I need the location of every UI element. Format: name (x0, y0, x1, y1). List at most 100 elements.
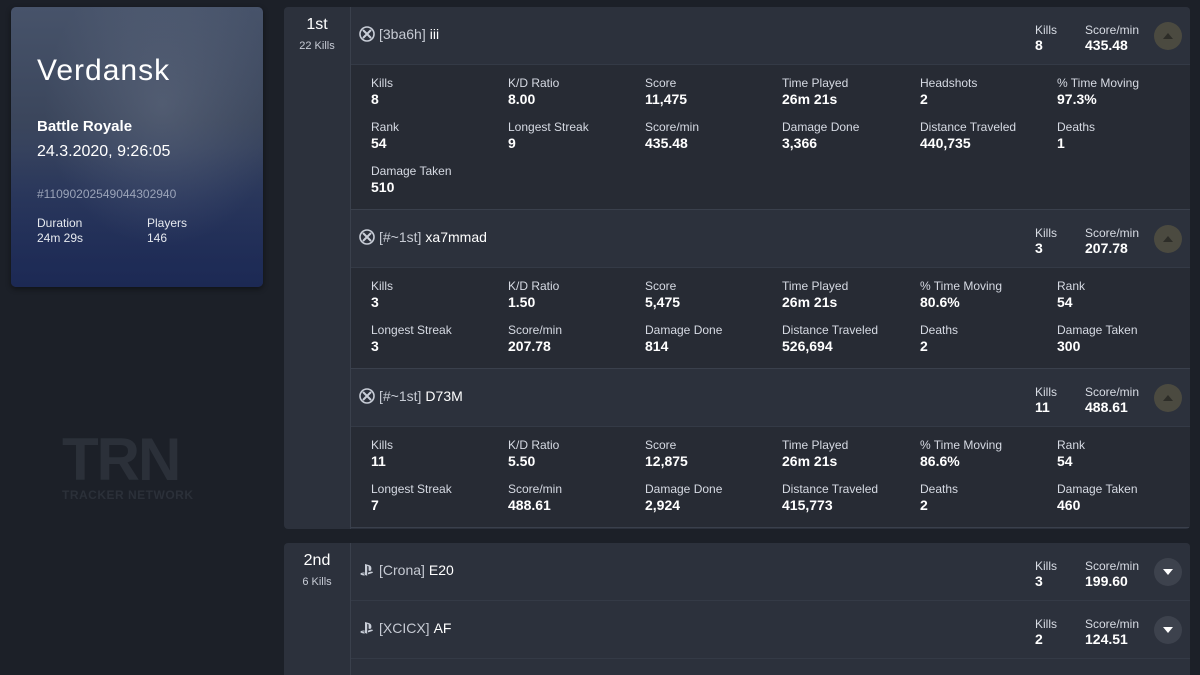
players-value: 146 (147, 231, 168, 245)
stat-value: 2 (920, 91, 928, 107)
stat-value: 97.3% (1057, 91, 1097, 107)
stat-value: 54 (1057, 453, 1073, 469)
stat-label: Time Played (782, 76, 849, 90)
score-min-value: 199.60 (1085, 573, 1128, 589)
player-name[interactable]: [3ba6h] iii (359, 26, 439, 42)
expand-button[interactable] (1154, 616, 1182, 644)
score-min-label: Score/min (1085, 617, 1140, 631)
kills-value: 11 (1035, 399, 1050, 415)
stat-k-d-ratio: K/D Ratio 1.50 (508, 279, 559, 310)
kills-value: 8 (1035, 37, 1043, 53)
stat-label: % Time Moving (920, 279, 1003, 293)
stat-value: 2 (920, 497, 928, 513)
stat-label: Score/min (645, 120, 700, 134)
stat-label: Damage Done (782, 120, 860, 134)
stat-rank: Rank 54 (371, 120, 399, 151)
stat-label: Longest Streak (508, 120, 589, 134)
chevron-up-icon (1163, 395, 1173, 401)
stat-label: Rank (1057, 279, 1086, 293)
player-row-header[interactable]: [#~1st] xa7mmad Kills 3 Score/min 207.78 (351, 210, 1190, 268)
collapse-button[interactable] (1154, 384, 1182, 412)
collapse-button[interactable] (1154, 22, 1182, 50)
kills-label: Kills (1035, 23, 1058, 37)
stat-value: 26m 21s (782, 91, 838, 107)
team-group-2: 2nd 6 Kills [Crona] E20 Kills 3 Score/min 199… (284, 543, 1190, 675)
player-row-header[interactable]: [XCICX] AF Kills 2 Score/min 124.51 (351, 601, 1190, 659)
stat-value: 8.00 (508, 91, 536, 107)
player-name[interactable]: [#~1st] D73M (359, 388, 463, 404)
stat-value: 2,924 (645, 497, 681, 513)
stat-label: Kills (371, 438, 394, 452)
stat-label: Deaths (920, 323, 959, 337)
expand-button[interactable] (1154, 558, 1182, 586)
map-name: Verdansk (37, 54, 171, 87)
stat-value: 12,875 (645, 453, 688, 469)
kills-value: 3 (1035, 573, 1043, 589)
duration-label: Duration (37, 216, 83, 230)
team-place: 2nd (303, 552, 331, 569)
stat-label: Damage Taken (1057, 482, 1138, 496)
stat-value: 5,475 (645, 294, 681, 310)
stat-longest-streak: Longest Streak 7 (371, 482, 452, 513)
stat-deaths: Deaths 2 (920, 323, 958, 354)
stat-label: % Time Moving (1057, 76, 1140, 90)
stat-value: 8 (371, 91, 379, 107)
stat-kills: Kills 3 (371, 279, 393, 310)
stat-value: 2 (920, 338, 928, 354)
player-row-header[interactable]: [3ba6h] iii Kills 8 Score/min 435.48 (351, 7, 1190, 65)
stat-value: 460 (1057, 497, 1081, 513)
stat-label: Deaths (1057, 120, 1096, 134)
stat-label: K/D Ratio (508, 279, 560, 293)
player-row-header[interactable]: [Crona] E20 Kills 3 Score/min 199.60 (351, 543, 1190, 601)
stat-label: Distance Traveled (782, 323, 879, 337)
team-kills: 6 Kills (302, 576, 332, 588)
stat-score-min: Score/min 488.61 (508, 482, 562, 513)
stat-label: Distance Traveled (920, 120, 1017, 134)
stat-label: Score/min (508, 323, 563, 337)
collapse-button[interactable] (1154, 225, 1182, 253)
gamertag: D73M (425, 388, 463, 404)
stat-label: Deaths (920, 482, 959, 496)
stat-deaths: Deaths 1 (1057, 120, 1095, 151)
score-min-label: Score/min (1085, 385, 1140, 399)
playstation-icon (359, 562, 375, 578)
stat-value: 440,735 (920, 135, 971, 151)
stat-label: Kills (371, 279, 394, 293)
stat-value: 80.6% (920, 294, 960, 310)
stat-time-moving: % Time Moving 80.6% (920, 279, 1002, 310)
gamertag: iii (429, 26, 440, 42)
player-name[interactable]: [Crona] E20 (359, 562, 454, 578)
stat-label: K/D Ratio (508, 76, 560, 90)
stat-time-moving: % Time Moving 97.3% (1057, 76, 1139, 107)
stat-label: Damage Taken (1057, 323, 1138, 337)
player-name[interactable]: [XCICX] AF (359, 620, 451, 636)
stat-label: Time Played (782, 438, 849, 452)
xbox-icon (359, 229, 375, 245)
clan-tag: [Crona] (379, 562, 425, 578)
chevron-up-icon (1163, 33, 1173, 39)
stat-label: Kills (371, 76, 394, 90)
duration-value: 24m 29s (37, 231, 84, 245)
stat-value: 3 (371, 338, 379, 354)
kills-value: 3 (1035, 240, 1043, 256)
stat-value: 415,773 (782, 497, 833, 513)
stat-label: Damage Done (645, 482, 723, 496)
match-date: 24.3.2020, 9:26:05 (37, 143, 171, 160)
player-stats-panel: Kills 3 K/D Ratio 1.50 Score 5,475 Time Played… (351, 268, 1190, 369)
player-name[interactable]: [#~1st] xa7mmad (359, 229, 487, 245)
stat-label: Headshots (920, 76, 978, 90)
chevron-down-icon (1163, 569, 1173, 575)
stat-damage-done: Damage Done 2,924 (645, 482, 722, 513)
stat-score: Score 11,475 (645, 76, 687, 107)
clan-tag: [XCICX] (379, 620, 430, 636)
stat-score-min: Score/min 207.78 (508, 323, 562, 354)
chevron-down-icon (1163, 627, 1173, 633)
stat-value: 9 (508, 135, 516, 151)
stat-value: 86.6% (920, 453, 960, 469)
player-row-header[interactable]: [#~1st] D73M Kills 11 Score/min 488.61 (351, 369, 1190, 427)
stat-label: K/D Ratio (508, 438, 560, 452)
stat-value: 488.61 (508, 497, 551, 513)
stat-score: Score 12,875 (645, 438, 688, 469)
stat-distance-traveled: Distance Traveled 415,773 (782, 482, 878, 513)
team-kills: 22 Kills (299, 40, 335, 52)
